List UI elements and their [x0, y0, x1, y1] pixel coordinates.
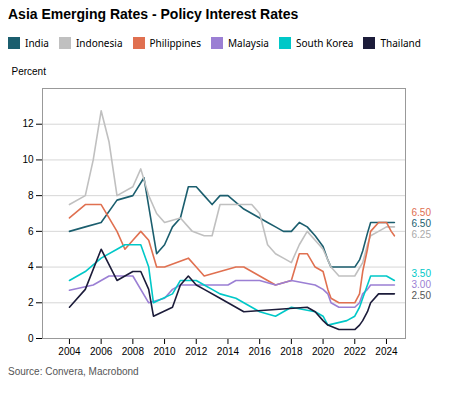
- svg-text:2012: 2012: [185, 346, 208, 357]
- html-text:India: India: [25, 35, 49, 50]
- html-text:Malaysia: Malaysia: [228, 35, 269, 50]
- svg-text:3.00: 3.00: [412, 279, 432, 290]
- html-text:Philippines: Philippines: [149, 35, 201, 50]
- html-text:Thailand: Thailand: [380, 35, 421, 50]
- svg-text:2020: 2020: [312, 346, 335, 357]
- svg-text:2018: 2018: [280, 346, 303, 357]
- html-text:South Korea: South Korea: [295, 35, 354, 50]
- svg-text:8: 8: [28, 190, 34, 201]
- svg-text:2024: 2024: [375, 346, 398, 357]
- svg-text:3.50: 3.50: [412, 268, 432, 279]
- svg-text:2022: 2022: [344, 346, 367, 357]
- svg-text:2.50: 2.50: [412, 290, 432, 301]
- svg-text:6: 6: [28, 226, 34, 237]
- svg-text:6.25: 6.25: [412, 229, 432, 240]
- svg-text:2014: 2014: [217, 346, 240, 357]
- svg-text:2: 2: [28, 297, 34, 308]
- svg-text:2010: 2010: [153, 346, 176, 357]
- svg-text:2016: 2016: [249, 346, 272, 357]
- svg-text:2008: 2008: [122, 346, 145, 357]
- html-text:Asia Emerging Rates - Policy I: Asia Emerging Rates - Policy Interest Ra…: [8, 6, 299, 22]
- svg-text:2006: 2006: [90, 346, 113, 357]
- svg-text:10: 10: [22, 154, 34, 165]
- svg-text:2004: 2004: [58, 346, 81, 357]
- svg-text:0: 0: [28, 333, 34, 344]
- svg-text:12: 12: [22, 118, 34, 129]
- svg-text:6.50: 6.50: [412, 218, 432, 229]
- html-text:Indonesia: Indonesia: [75, 35, 123, 50]
- svg-text:Percent: Percent: [12, 66, 47, 77]
- svg-text:4: 4: [28, 261, 34, 272]
- svg-text:6.50: 6.50: [412, 207, 432, 218]
- html-text:Source: Convera, Macrobond: Source: Convera, Macrobond: [8, 366, 139, 377]
